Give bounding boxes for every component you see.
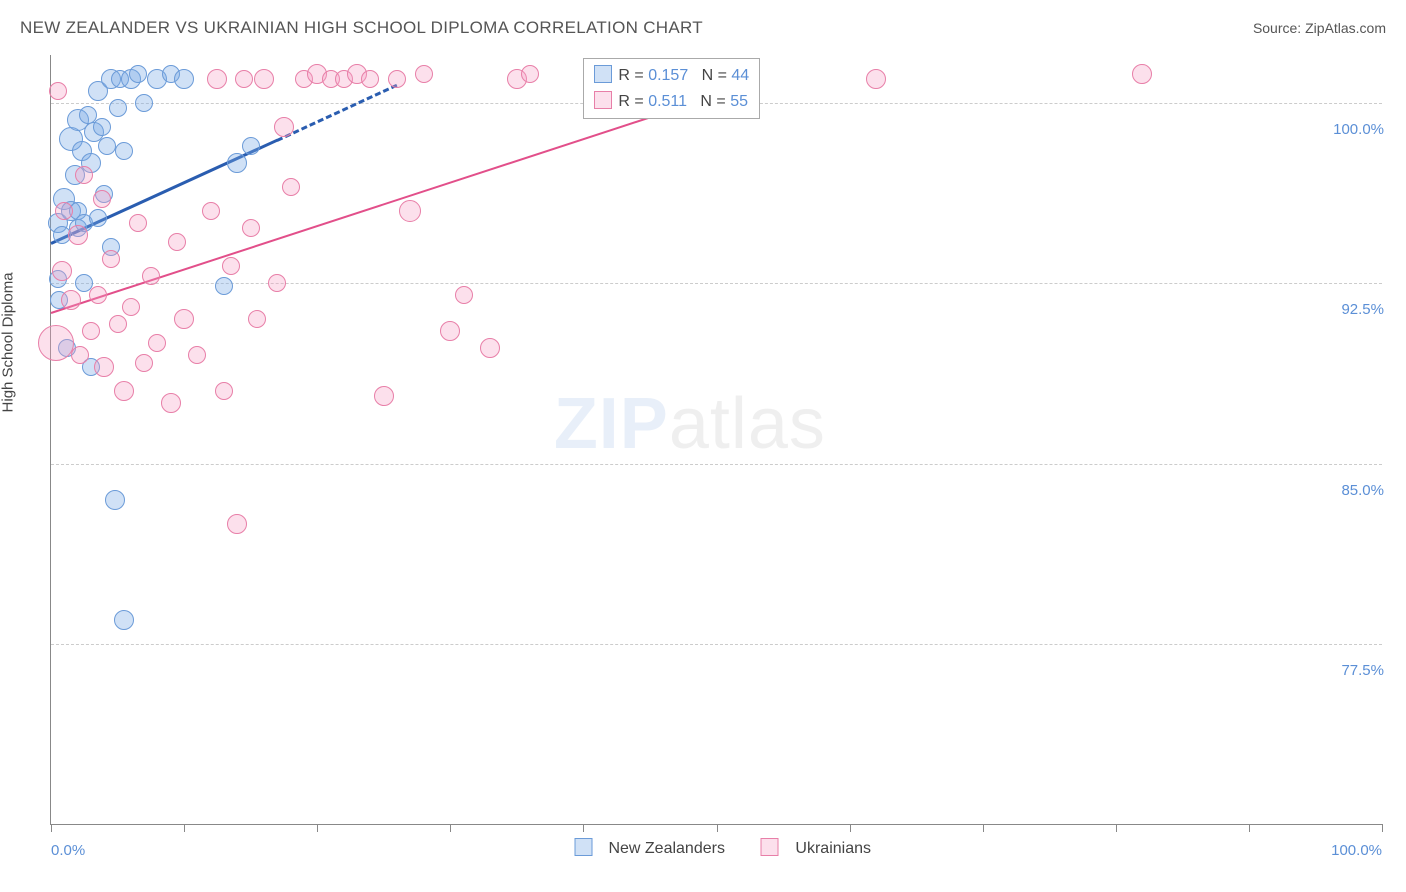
scatter-point: [71, 346, 89, 364]
scatter-point: [89, 286, 107, 304]
scatter-point: [399, 200, 421, 222]
scatter-point: [415, 65, 433, 83]
scatter-point: [866, 69, 886, 89]
scatter-point: [109, 99, 127, 117]
legend-series: New Zealanders Ukrainians: [550, 838, 883, 858]
scatter-point: [282, 178, 300, 196]
x-tick: [1382, 824, 1383, 832]
legend-swatch: [574, 838, 592, 856]
scatter-point: [135, 354, 153, 372]
scatter-point: [174, 69, 194, 89]
scatter-point: [93, 190, 111, 208]
scatter-point: [361, 70, 379, 88]
scatter-point: [55, 202, 73, 220]
legend-swatch: [594, 91, 612, 109]
x-tick: [317, 824, 318, 832]
chart-title: NEW ZEALANDER VS UKRAINIAN HIGH SCHOOL D…: [20, 18, 703, 38]
scatter-point: [480, 338, 500, 358]
scatter-point: [98, 137, 116, 155]
scatter-point: [38, 325, 74, 361]
scatter-point: [75, 166, 93, 184]
source-label: Source: ZipAtlas.com: [1253, 20, 1386, 36]
scatter-point: [455, 286, 473, 304]
grid-line: [51, 464, 1382, 465]
scatter-point: [242, 219, 260, 237]
scatter-point: [148, 334, 166, 352]
scatter-point: [248, 310, 266, 328]
scatter-point: [188, 346, 206, 364]
scatter-point: [215, 382, 233, 400]
scatter-point: [215, 277, 233, 295]
scatter-point: [161, 393, 181, 413]
x-tick: [983, 824, 984, 832]
y-tick-label: 92.5%: [1337, 301, 1388, 318]
x-tick: [583, 824, 584, 832]
trend-line: [277, 84, 398, 142]
legend-swatch: [761, 838, 779, 856]
scatter-point: [374, 386, 394, 406]
scatter-point: [68, 225, 88, 245]
scatter-point: [227, 153, 247, 173]
scatter-point: [114, 381, 134, 401]
x-tick-label: 0.0%: [51, 842, 85, 859]
scatter-point: [102, 250, 120, 268]
scatter-point: [52, 261, 72, 281]
chart-plot-area: ZIPatlas 100.0%92.5%85.0%77.5%0.0%100.0%…: [50, 55, 1382, 825]
scatter-point: [49, 82, 67, 100]
scatter-point: [235, 70, 253, 88]
x-tick-label: 100.0%: [1331, 842, 1382, 859]
scatter-point: [440, 321, 460, 341]
scatter-point: [174, 309, 194, 329]
scatter-point: [93, 118, 111, 136]
y-axis-label: High School Diploma: [0, 272, 17, 412]
legend-swatch: [594, 65, 612, 83]
scatter-point: [242, 137, 260, 155]
grid-line: [51, 644, 1382, 645]
scatter-point: [135, 94, 153, 112]
scatter-point: [114, 610, 134, 630]
scatter-point: [521, 65, 539, 83]
x-tick: [1249, 824, 1250, 832]
legend-stats: R = 0.157 N = 44R = 0.511 N = 55: [583, 58, 760, 119]
scatter-point: [129, 65, 147, 83]
scatter-point: [1132, 64, 1152, 84]
scatter-point: [168, 233, 186, 251]
scatter-point: [388, 70, 406, 88]
scatter-point: [105, 490, 125, 510]
scatter-point: [115, 142, 133, 160]
watermark: ZIPatlas: [554, 383, 826, 465]
y-tick-label: 100.0%: [1329, 121, 1388, 138]
scatter-point: [207, 69, 227, 89]
scatter-point: [222, 257, 240, 275]
scatter-point: [268, 274, 286, 292]
x-tick: [450, 824, 451, 832]
x-tick: [184, 824, 185, 832]
scatter-point: [94, 357, 114, 377]
scatter-point: [142, 267, 160, 285]
x-tick: [51, 824, 52, 832]
scatter-point: [61, 290, 81, 310]
scatter-point: [129, 214, 147, 232]
scatter-point: [89, 209, 107, 227]
scatter-point: [109, 315, 127, 333]
x-tick: [1116, 824, 1117, 832]
x-tick: [717, 824, 718, 832]
scatter-point: [254, 69, 274, 89]
y-tick-label: 85.0%: [1337, 482, 1388, 499]
y-tick-label: 77.5%: [1337, 662, 1388, 679]
x-tick: [850, 824, 851, 832]
scatter-point: [227, 514, 247, 534]
scatter-point: [82, 322, 100, 340]
scatter-point: [202, 202, 220, 220]
grid-line: [51, 283, 1382, 284]
scatter-point: [274, 117, 294, 137]
scatter-point: [122, 298, 140, 316]
